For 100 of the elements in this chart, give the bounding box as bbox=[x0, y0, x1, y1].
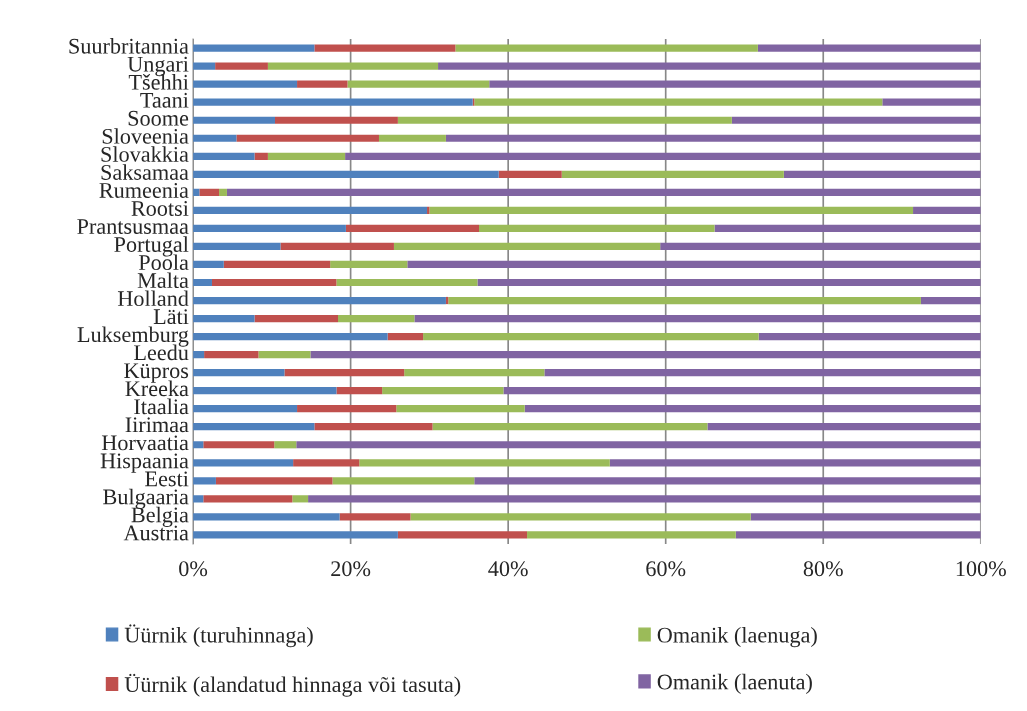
bar bbox=[479, 224, 715, 233]
bar bbox=[308, 495, 981, 503]
bar bbox=[336, 278, 478, 287]
y-tick-label: Malta bbox=[137, 272, 189, 289]
bar bbox=[215, 477, 333, 485]
bar bbox=[397, 531, 528, 539]
bar bbox=[203, 441, 275, 449]
bar bbox=[561, 170, 784, 178]
y-tick-label: Slovakkia bbox=[101, 146, 189, 162]
bar bbox=[750, 513, 981, 521]
bar bbox=[193, 134, 237, 142]
y-tick-label: Sloveenia bbox=[102, 128, 189, 144]
bar bbox=[474, 477, 981, 485]
y-tick-label: Soome bbox=[128, 110, 189, 126]
bar bbox=[429, 206, 914, 214]
bar bbox=[193, 314, 255, 323]
bar bbox=[407, 260, 981, 269]
x-tick-label: 0% bbox=[179, 561, 208, 577]
y-tick-label: Hispaania bbox=[100, 453, 189, 473]
bar bbox=[193, 296, 446, 305]
bar bbox=[297, 405, 397, 413]
bar bbox=[310, 351, 981, 359]
bar bbox=[714, 224, 981, 233]
y-tick-label: Rumeenia bbox=[99, 182, 189, 198]
bar bbox=[204, 351, 259, 359]
bar bbox=[438, 62, 981, 70]
bar bbox=[339, 513, 411, 521]
x-tick-label: 60% bbox=[646, 561, 686, 577]
bar bbox=[913, 206, 981, 214]
bar bbox=[193, 387, 337, 395]
bar bbox=[275, 116, 398, 124]
bar bbox=[448, 296, 921, 305]
bar bbox=[404, 369, 545, 377]
bar bbox=[758, 332, 981, 341]
bar bbox=[292, 495, 309, 503]
legend-label: Üürnik (turuhinnaga) bbox=[124, 624, 313, 648]
bar bbox=[707, 423, 981, 431]
bar bbox=[193, 116, 275, 124]
x-tick-label: 20% bbox=[331, 561, 371, 577]
bar bbox=[382, 387, 504, 395]
bar bbox=[193, 332, 388, 341]
bar bbox=[199, 188, 220, 196]
bar bbox=[193, 513, 340, 521]
bar bbox=[735, 531, 981, 539]
bar bbox=[193, 423, 315, 431]
bar bbox=[489, 80, 981, 88]
bar bbox=[193, 206, 428, 214]
bar bbox=[609, 459, 981, 467]
bar bbox=[445, 134, 981, 142]
bar bbox=[193, 152, 255, 160]
y-tick-label: Saksamaa bbox=[101, 164, 189, 180]
bar bbox=[274, 441, 297, 449]
y-tick-label: Eesti bbox=[145, 471, 189, 487]
bar bbox=[387, 332, 424, 341]
bar bbox=[254, 314, 339, 323]
y-tick-label: Prantsusmaa bbox=[77, 219, 189, 234]
bar bbox=[280, 242, 394, 251]
bar bbox=[258, 351, 311, 359]
bar bbox=[219, 188, 227, 196]
bar bbox=[336, 387, 383, 395]
y-tick-label: Suurbritannia bbox=[69, 38, 189, 54]
legend-label: Omanik (laenuta) bbox=[657, 673, 812, 695]
bar bbox=[477, 278, 981, 287]
bar bbox=[236, 134, 379, 142]
bar bbox=[254, 152, 268, 160]
bar bbox=[193, 459, 294, 467]
y-tick-label: Horvaatia bbox=[101, 435, 189, 451]
y-tick-label: Austria bbox=[123, 525, 189, 541]
y-tick-label: Läti bbox=[153, 309, 189, 325]
bar bbox=[267, 62, 439, 70]
bar bbox=[284, 369, 405, 377]
y-tick-label: Taani bbox=[140, 92, 189, 108]
bar bbox=[193, 98, 473, 106]
bar bbox=[193, 44, 315, 52]
bar bbox=[267, 152, 346, 160]
bar bbox=[193, 278, 212, 287]
bar bbox=[397, 116, 732, 124]
bar bbox=[223, 260, 331, 269]
bar bbox=[920, 296, 981, 305]
bar bbox=[211, 278, 337, 287]
bar bbox=[503, 387, 981, 395]
bar bbox=[757, 44, 981, 52]
bar bbox=[882, 98, 981, 106]
bar bbox=[314, 423, 433, 431]
bar bbox=[544, 369, 981, 377]
bar bbox=[193, 405, 298, 413]
bar bbox=[203, 495, 293, 503]
bar bbox=[215, 62, 268, 70]
bar bbox=[396, 405, 525, 413]
bar bbox=[193, 477, 216, 485]
bar bbox=[345, 224, 480, 233]
y-tick-label: Iirimaa bbox=[125, 417, 189, 433]
bar bbox=[293, 459, 360, 467]
bar bbox=[330, 260, 408, 269]
bar bbox=[731, 116, 981, 124]
bar bbox=[338, 314, 415, 323]
x-tick-label: 100% bbox=[956, 561, 1006, 577]
bar bbox=[193, 242, 281, 251]
bar bbox=[498, 170, 562, 178]
bar bbox=[378, 134, 446, 142]
